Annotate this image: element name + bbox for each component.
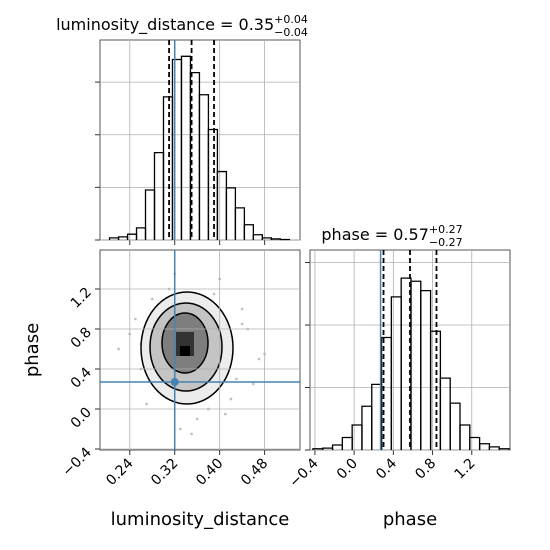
hist-bin — [420, 289, 432, 450]
title-lower: −0.04 — [274, 26, 308, 39]
hist-bin — [153, 151, 165, 240]
density-contours — [140, 291, 234, 405]
hist-bin — [478, 443, 491, 450]
sample-point — [240, 322, 244, 326]
title-main: luminosity_distance = 0.35 — [56, 15, 274, 35]
x-tick-label: −0.4 — [286, 455, 321, 490]
x-tick-label: 0.4 — [373, 455, 400, 482]
density-peak — [180, 346, 190, 356]
sample-point — [178, 427, 182, 431]
truth-point — [170, 378, 179, 386]
axes-frame — [99, 249, 301, 451]
sample-point — [235, 377, 238, 381]
hist-bin — [171, 58, 183, 240]
hist-bin — [429, 330, 442, 450]
sample-point — [117, 347, 120, 351]
y-tick-label: 0.4 — [68, 364, 95, 391]
hist-bin — [498, 448, 510, 450]
hist-bin — [162, 96, 174, 240]
y-tick-label: 0.0 — [68, 405, 95, 432]
y-tick-label: 0.8 — [68, 325, 95, 352]
panel-title: phase = 0.57+0.27 −0.27 — [321, 223, 462, 249]
title-upper: +0.27 — [429, 223, 463, 236]
hist-bin — [341, 436, 353, 450]
title-lower: −0.27 — [429, 236, 463, 249]
title-main: phase = 0.57 — [321, 225, 428, 244]
hist-bin — [469, 436, 481, 450]
hist-bin — [126, 233, 138, 240]
sample-point — [212, 292, 216, 296]
sample-point — [223, 412, 227, 416]
y-tick-label: −0.4 — [59, 444, 94, 479]
hist-bin — [279, 238, 290, 241]
x-tick-label: 0.8 — [412, 456, 439, 483]
sample-point — [240, 307, 244, 311]
hist-bin — [216, 170, 228, 240]
panel-title: luminosity_distance = 0.35+0.04 −0.04 — [56, 13, 308, 39]
hist-bin — [234, 207, 246, 240]
sample-point — [150, 297, 154, 301]
hist-bin — [331, 444, 344, 450]
hist-bin — [225, 187, 237, 240]
x-axis-label: phase — [383, 509, 437, 530]
hist-bin — [459, 424, 471, 450]
sample-point — [251, 382, 255, 386]
sample-point — [229, 397, 233, 401]
sample-point — [145, 402, 149, 406]
hist-bin — [144, 189, 156, 240]
x-tick-label: 0.40 — [193, 456, 226, 489]
x-tick-label: 0.48 — [238, 456, 271, 489]
hist-bin — [135, 227, 147, 240]
title-upper: +0.04 — [274, 13, 308, 26]
hist-bin — [449, 402, 461, 450]
hist-bin — [243, 224, 255, 240]
hist-bin — [180, 55, 192, 240]
hist-bin — [252, 234, 264, 240]
x-tick-label: 1.2 — [452, 456, 479, 483]
hist-bin — [207, 128, 219, 240]
sample-point — [133, 317, 137, 321]
x-tick-label: 0.32 — [148, 456, 181, 489]
sample-point — [195, 417, 199, 421]
hist-bin — [410, 280, 422, 450]
x-tick-label: 0.24 — [103, 455, 136, 488]
hist-bin — [351, 424, 363, 450]
hist-bin — [361, 405, 373, 450]
sample-point — [257, 357, 261, 361]
x-tick-label: 0.0 — [334, 456, 361, 483]
hist-bin — [439, 377, 451, 450]
sample-point — [190, 432, 193, 436]
y-axis-label: phase — [22, 323, 43, 377]
hist-bin — [390, 296, 402, 450]
x-axis-label: luminosity_distance — [111, 509, 290, 530]
hist-bin — [198, 94, 210, 240]
y-tick-label: 1.2 — [68, 285, 95, 312]
